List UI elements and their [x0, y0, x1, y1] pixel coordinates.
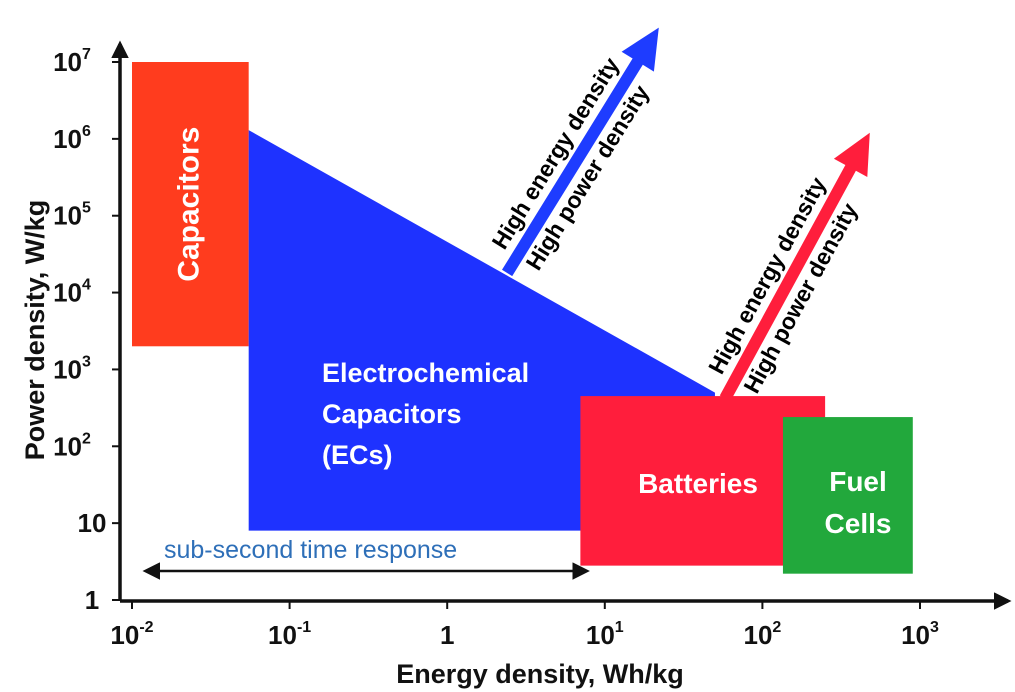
fuel-cells-label-line: Fuel	[829, 466, 887, 497]
y-tick-label: 104	[53, 277, 91, 308]
y-axis-title: Power density, W/kg	[20, 200, 50, 461]
y-tick-exponent: 4	[82, 277, 91, 294]
y-tick-exponent: 3	[82, 353, 91, 370]
x-tick-label: 10-2	[110, 619, 153, 650]
response-annotation-layer: sub-second time response	[142, 536, 590, 580]
red-trend-arrow	[719, 132, 870, 402]
x-tick-label: 1	[440, 620, 454, 650]
x-tick-exponent: 2	[772, 619, 781, 636]
x-tick-base: 10	[268, 620, 297, 650]
electrochemical-capacitors-label: Electrochemical Capacitors (ECs)	[322, 358, 529, 470]
x-tick-base: 10	[110, 620, 139, 650]
x-tick-base: 10	[586, 620, 615, 650]
y-tick-exponent: 7	[82, 46, 91, 63]
y-tick-label: 10	[78, 508, 107, 538]
x-tick-exponent: -2	[139, 619, 153, 636]
y-tick-base: 10	[53, 278, 82, 308]
batteries-label: Batteries	[638, 468, 758, 499]
x-tick-base: 1	[440, 620, 454, 650]
y-tick-exponent: 2	[82, 430, 91, 447]
capacitors-region	[132, 62, 249, 347]
y-tick-exponent: 5	[82, 200, 91, 217]
y-tick-base: 10	[53, 201, 82, 231]
fuel-cells-region	[782, 417, 913, 574]
electrochemical-capacitors-label-line: Capacitors	[322, 399, 462, 429]
x-tick-base: 10	[901, 620, 930, 650]
y-tick-base: 1	[85, 585, 99, 615]
y-tick-label: 106	[53, 123, 91, 154]
blue-trend-arrow	[502, 27, 659, 277]
y-tick-label: 102	[53, 430, 91, 461]
fuel-cells-label: Fuel Cells	[825, 466, 892, 539]
regions-layer: Capacitors Electrochemical Capacitors (ECs)…	[132, 62, 913, 574]
x-axis-title: Energy density, Wh/kg	[396, 659, 684, 689]
y-tick-label: 103	[53, 353, 91, 384]
y-tick-base: 10	[78, 508, 107, 538]
x-tick-exponent: 3	[930, 619, 939, 636]
fuel-cells-label-line: Cells	[825, 508, 892, 539]
y-tick-exponent: 6	[82, 123, 91, 140]
capacitors-label: Capacitors	[172, 127, 205, 282]
x-tick-label: 10-1	[268, 619, 311, 650]
x-tick-base: 10	[743, 620, 772, 650]
x-tick-label: 101	[586, 619, 624, 650]
y-tick-label: 105	[53, 200, 91, 231]
y-tick-label: 107	[53, 46, 91, 77]
y-tick-base: 10	[53, 47, 82, 77]
y-tick-base: 10	[53, 354, 82, 384]
electrochemical-capacitors-label-line: Electrochemical	[322, 358, 529, 388]
time-response-label: sub-second time response	[164, 536, 457, 564]
x-tick-label: 103	[901, 619, 939, 650]
y-tick-label: 1	[85, 585, 99, 615]
x-tick-exponent: -1	[297, 619, 311, 636]
x-tick-exponent: 1	[615, 619, 624, 636]
x-tick-label: 102	[743, 619, 781, 650]
electrochemical-capacitors-label-line: (ECs)	[322, 440, 393, 470]
y-tick-base: 10	[53, 124, 82, 154]
y-tick-base: 10	[53, 431, 82, 461]
